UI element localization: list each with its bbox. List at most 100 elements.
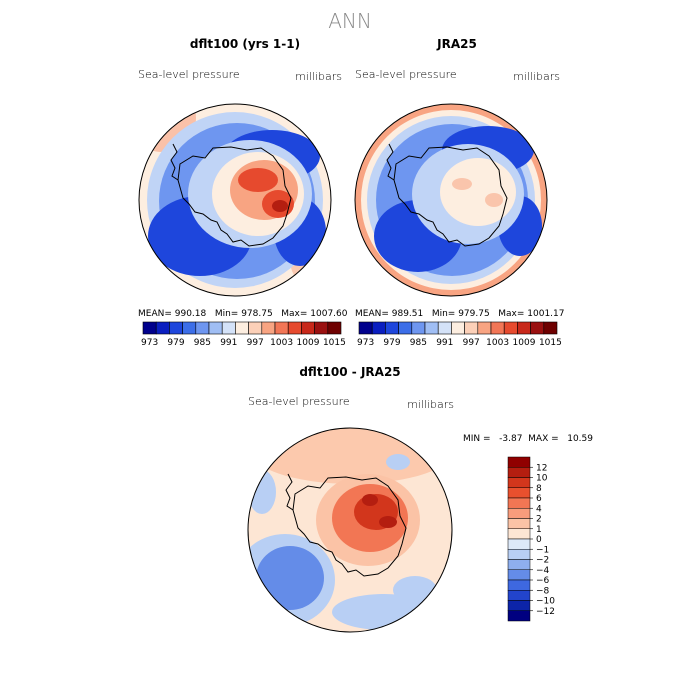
colorbar-tick-label: 1003 bbox=[486, 338, 509, 348]
colorbar-tick-label: 1003 bbox=[270, 338, 293, 348]
colorbar-swatch bbox=[358, 321, 373, 335]
colorbar-tick-label: 1009 bbox=[513, 338, 536, 348]
panel-obs-title: JRA25 bbox=[436, 37, 477, 51]
colorbar-swatch bbox=[301, 321, 315, 335]
colorbar-tick-label: −4 bbox=[536, 566, 550, 576]
colorbar-swatch bbox=[411, 321, 426, 335]
colorbar-swatch bbox=[507, 518, 531, 529]
panel-diff-map bbox=[248, 428, 452, 632]
colorbar-tick-label: 979 bbox=[383, 338, 400, 348]
colorbar-swatch bbox=[507, 456, 531, 468]
figure-title: ANN bbox=[328, 9, 372, 33]
colorbar-swatch bbox=[371, 321, 386, 335]
colorbar-tick-label: 0 bbox=[536, 535, 542, 545]
colorbar-tick-label: 985 bbox=[410, 338, 427, 348]
colorbar-swatch bbox=[517, 321, 531, 335]
colorbar-tick-label: 1015 bbox=[323, 338, 346, 348]
panel-obs-colorbar: 973 979 985 991 997 1003 1009 1015 bbox=[357, 321, 562, 348]
colorbar-tick-label: −8 bbox=[536, 586, 550, 596]
colorbar-tick-label: 991 bbox=[220, 338, 237, 348]
colorbar-tick-label: −2 bbox=[536, 556, 549, 566]
panel-obs-variable-label: Sea-level pressure bbox=[355, 68, 457, 81]
colorbar-swatch bbox=[507, 610, 531, 622]
colorbar-tick-label: 985 bbox=[194, 338, 211, 348]
colorbar-swatch bbox=[530, 321, 545, 335]
colorbar-tick-label: 973 bbox=[357, 338, 374, 348]
colorbar-swatch bbox=[142, 321, 157, 335]
colorbar-tick-label: 2 bbox=[536, 515, 542, 525]
colorbar-swatch bbox=[261, 321, 276, 335]
colorbar-swatch bbox=[507, 579, 531, 591]
colorbar-tick-label: 10 bbox=[536, 474, 548, 484]
colorbar-swatch bbox=[464, 321, 479, 335]
colorbar-tick-label: 973 bbox=[141, 338, 158, 348]
colorbar-tick-label: 997 bbox=[463, 338, 480, 348]
colorbar-swatch bbox=[451, 321, 465, 335]
panel-model-map bbox=[139, 104, 331, 296]
colorbar-swatch bbox=[235, 321, 249, 335]
colorbar-swatch bbox=[477, 321, 492, 335]
panel-obs: JRA25 Sea-level pressure millibars MEAN=… bbox=[354, 37, 565, 348]
colorbar-tick-label: 997 bbox=[247, 338, 264, 348]
colorbar-swatch bbox=[169, 321, 183, 335]
colorbar-tick-label: 1 bbox=[536, 525, 542, 535]
panel-model-title: dflt100 (yrs 1-1) bbox=[190, 37, 300, 51]
colorbar-swatch bbox=[221, 321, 236, 335]
panel-diff-stats: MIN = -3.87 MAX = 10.59 bbox=[463, 434, 593, 444]
colorbar-swatch bbox=[424, 321, 439, 335]
colorbar-swatch bbox=[274, 321, 289, 335]
panel-model: dflt100 (yrs 1-1) Sea-level pressure mil… bbox=[138, 37, 348, 348]
colorbar-swatch bbox=[314, 321, 329, 335]
panel-diff: dflt100 - JRA25 Sea-level pressure milli… bbox=[247, 365, 593, 633]
colorbar-swatch bbox=[155, 321, 170, 335]
colorbar-swatch bbox=[543, 321, 558, 335]
colorbar-swatch bbox=[182, 321, 197, 335]
colorbar-swatch bbox=[248, 321, 263, 335]
colorbar-tick-label: −6 bbox=[536, 576, 550, 586]
colorbar-tick-label: 8 bbox=[536, 484, 542, 494]
colorbar-swatch bbox=[507, 508, 531, 519]
colorbar-swatch bbox=[507, 487, 531, 499]
colorbar-swatch bbox=[507, 528, 531, 540]
colorbar-tick-label: −12 bbox=[536, 607, 555, 617]
colorbar-tick-label: 12 bbox=[536, 463, 547, 473]
colorbar-tick-label: 4 bbox=[536, 504, 542, 514]
panel-diff-title: dflt100 - JRA25 bbox=[299, 365, 400, 379]
colorbar-swatch bbox=[490, 321, 505, 335]
colorbar-swatch bbox=[507, 497, 531, 509]
panel-model-colorbar: 973 979 985 991 997 1003 1009 1015 bbox=[141, 321, 346, 348]
colorbar-swatch bbox=[398, 321, 413, 335]
colorbar-swatch bbox=[503, 321, 518, 335]
colorbar-swatch bbox=[507, 549, 531, 560]
panel-model-variable-label: Sea-level pressure bbox=[138, 68, 240, 81]
colorbar-swatch bbox=[327, 321, 342, 335]
colorbar-swatch bbox=[507, 538, 531, 550]
colorbar-tick-label: 6 bbox=[536, 494, 542, 504]
colorbar-swatch bbox=[385, 321, 399, 335]
panel-obs-stats: MEAN= 989.51 Min= 979.75 Max= 1001.17 bbox=[355, 309, 565, 319]
colorbar-tick-label: 991 bbox=[436, 338, 453, 348]
colorbar-swatch bbox=[507, 600, 531, 611]
colorbar-swatch bbox=[195, 321, 210, 335]
colorbar-tick-label: −1 bbox=[536, 545, 549, 555]
panel-model-map-border bbox=[138, 103, 332, 297]
colorbar-swatch bbox=[287, 321, 302, 335]
colorbar-swatch bbox=[208, 321, 223, 335]
panel-diff-map-border bbox=[247, 427, 453, 633]
panel-model-units-label: millibars bbox=[295, 70, 342, 83]
panel-model-stats: MEAN= 990.18 Min= 978.75 Max= 1007.60 bbox=[138, 309, 348, 319]
colorbar-tick-label: 1009 bbox=[297, 338, 320, 348]
colorbar-swatch bbox=[507, 477, 531, 488]
panel-obs-map bbox=[355, 104, 547, 296]
panel-diff-variable-label: Sea-level pressure bbox=[248, 395, 350, 408]
colorbar-swatch bbox=[437, 321, 452, 335]
colorbar-swatch bbox=[507, 590, 531, 601]
colorbar-tick-label: 1015 bbox=[539, 338, 562, 348]
colorbar-swatch bbox=[507, 559, 531, 570]
colorbar-swatch bbox=[507, 569, 531, 581]
colorbar-tick-label: 979 bbox=[167, 338, 184, 348]
panel-obs-map-border bbox=[354, 103, 548, 297]
panel-diff-units-label: millibars bbox=[407, 398, 454, 411]
